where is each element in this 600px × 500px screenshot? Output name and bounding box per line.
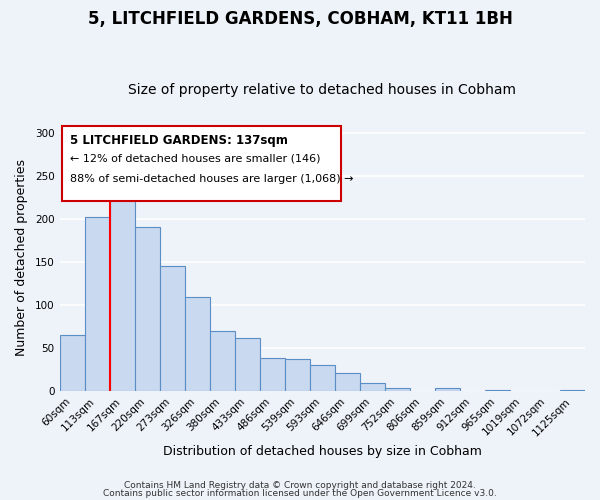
Bar [310, 366, 335, 391]
Bar [59, 336, 85, 391]
Bar [335, 373, 360, 391]
Title: Size of property relative to detached houses in Cobham: Size of property relative to detached ho… [128, 83, 516, 97]
Bar [160, 266, 185, 391]
Bar [285, 360, 310, 391]
Bar [360, 382, 385, 391]
Bar [110, 191, 134, 391]
Text: 5, LITCHFIELD GARDENS, COBHAM, KT11 1BH: 5, LITCHFIELD GARDENS, COBHAM, KT11 1BH [88, 10, 512, 28]
Bar [185, 298, 209, 391]
Text: 5 LITCHFIELD GARDENS: 137sqm: 5 LITCHFIELD GARDENS: 137sqm [70, 134, 288, 147]
Y-axis label: Number of detached properties: Number of detached properties [15, 160, 28, 356]
Bar [85, 216, 110, 391]
Bar [435, 388, 460, 391]
Text: 88% of semi-detached houses are larger (1,068) →: 88% of semi-detached houses are larger (… [70, 174, 353, 184]
Text: Contains public sector information licensed under the Open Government Licence v3: Contains public sector information licen… [103, 488, 497, 498]
Bar [485, 390, 510, 391]
Bar [235, 338, 260, 391]
Bar [260, 358, 285, 391]
Bar [209, 331, 235, 391]
Text: Contains HM Land Registry data © Crown copyright and database right 2024.: Contains HM Land Registry data © Crown c… [124, 481, 476, 490]
Bar [385, 388, 410, 391]
FancyBboxPatch shape [62, 126, 341, 200]
Text: ← 12% of detached houses are smaller (146): ← 12% of detached houses are smaller (14… [70, 154, 320, 164]
Bar [560, 390, 585, 391]
X-axis label: Distribution of detached houses by size in Cobham: Distribution of detached houses by size … [163, 444, 482, 458]
Bar [134, 227, 160, 391]
